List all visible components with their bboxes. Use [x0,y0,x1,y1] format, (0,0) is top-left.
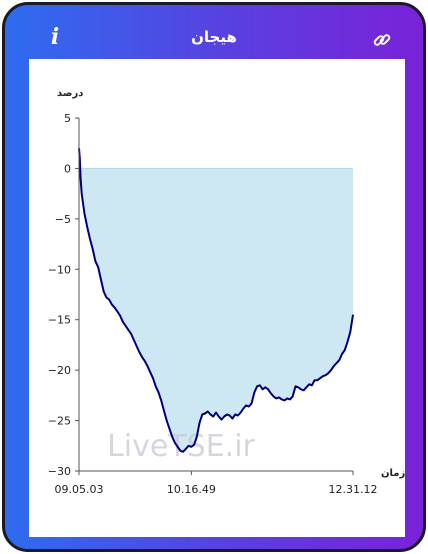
y-tick-label: −30 [48,465,71,478]
chart: LiveTSE.ir 5 0 −5 −10 −15 −20 −25 −30 09.05.03 10.… [48,88,406,496]
link-icon[interactable] [371,29,393,51]
y-tick-label: 5 [64,112,71,125]
y-axis-label: درصد [57,88,83,99]
y-tick-label: −25 [48,415,71,428]
y-tick-label: 0 [64,162,71,175]
y-tick-label: −15 [48,314,71,327]
y-tick-label: −10 [48,263,71,276]
x-tick-label: 12.31.12 [329,483,378,496]
x-axis-label: زمان [381,468,405,479]
watermark: LiveTSE.ir [107,429,255,464]
header: i هیجان [5,5,423,57]
chart-panel: LiveTSE.ir 5 0 −5 −10 −15 −20 −25 −30 09.05.03 10.… [29,59,405,537]
x-tick-label: 10.16.49 [167,483,216,496]
info-icon[interactable]: i [50,24,60,50]
page-title: هیجان [191,28,237,46]
y-tick-label: −20 [48,364,71,377]
x-tick-label: 09.05.03 [55,483,104,496]
area-fill [79,148,353,452]
series-line [78,148,354,453]
y-tick-label: −5 [55,213,71,226]
